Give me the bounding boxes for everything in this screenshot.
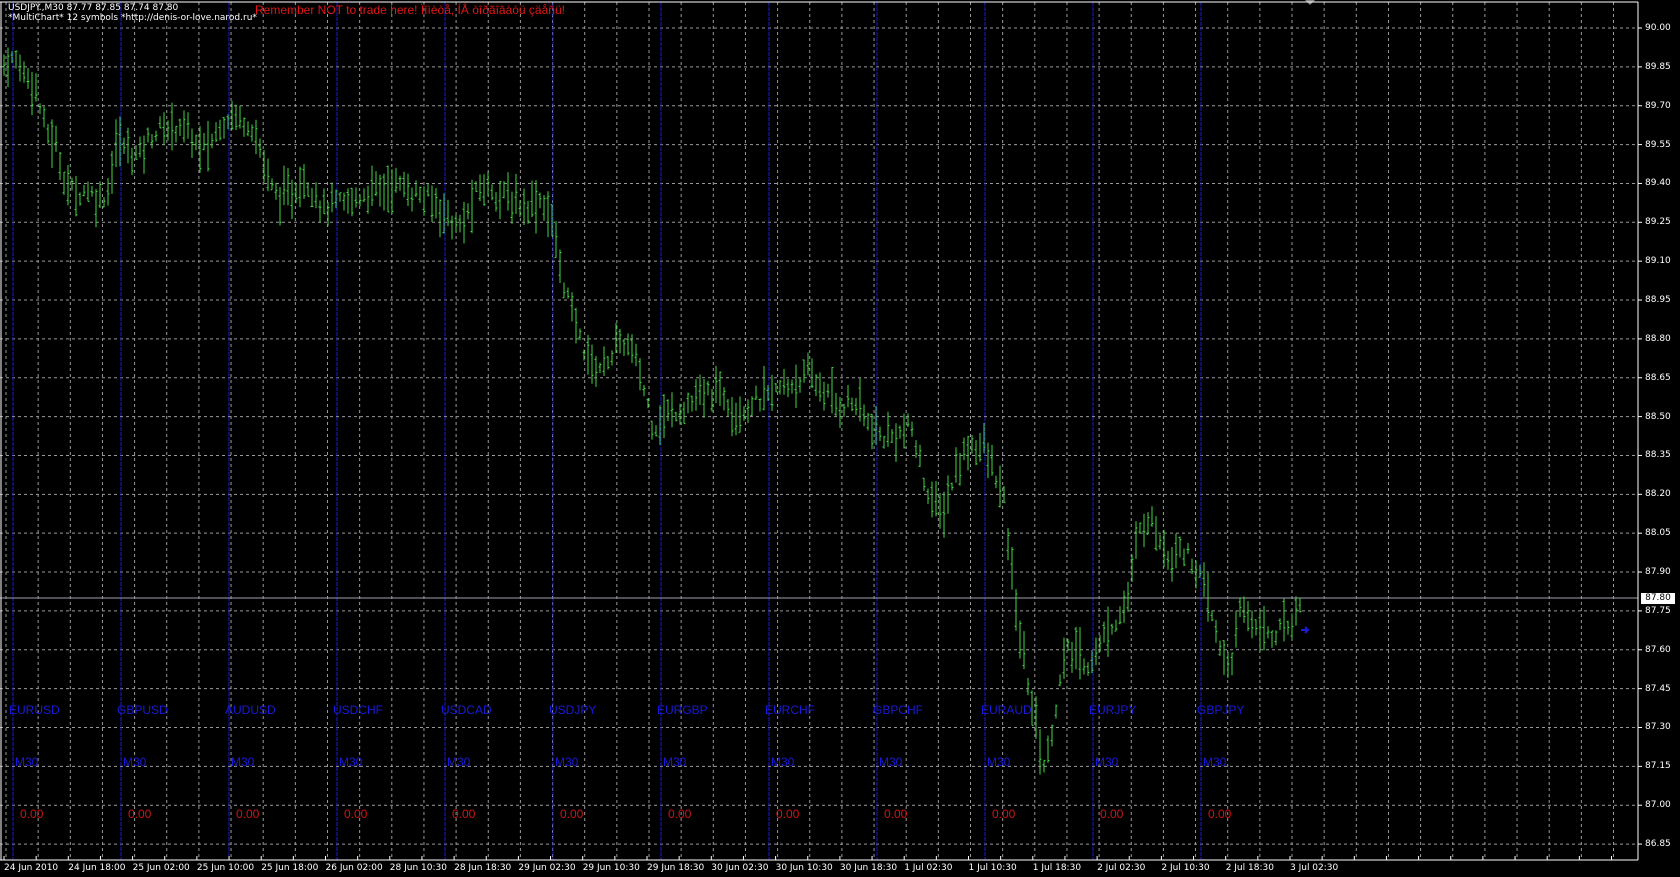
symbol-name[interactable]: USDJPY	[549, 703, 597, 717]
price-tick-label: 89.85	[1645, 61, 1671, 72]
time-tick-label: 28 Jun 10:30	[389, 863, 447, 873]
price-tick-label: 87.00	[1645, 800, 1671, 811]
symbol-name[interactable]: AUDUSD	[225, 703, 276, 717]
time-tick-label: 30 Jun 10:30	[775, 863, 833, 873]
price-tick-label: 89.25	[1645, 217, 1671, 228]
time-tick-label: 1 Jul 18:30	[1032, 863, 1082, 873]
time-tick-label: 25 Jun 18:00	[261, 863, 319, 873]
symbol-value: 0.00	[128, 807, 152, 821]
warning-text: Remember NOT to trade here! Ïîìèòå, ÍÅ ò…	[255, 3, 565, 17]
price-tick-label: 87.90	[1645, 567, 1671, 578]
price-tick-label: 88.65	[1645, 372, 1671, 383]
price-tick-label: 87.60	[1645, 644, 1671, 655]
symbol-timeframe: M30	[1203, 755, 1227, 769]
symbol-timeframe: M30	[447, 755, 471, 769]
symbol-timeframe: M30	[1095, 755, 1119, 769]
symbol-value: 0.00	[20, 807, 44, 821]
symbol-name[interactable]: USDCAD	[441, 703, 492, 717]
symbol-name[interactable]: GBPJPY	[1197, 703, 1245, 717]
symbol-name[interactable]: EURGBP	[657, 703, 708, 717]
price-tick-label: 88.50	[1645, 411, 1671, 422]
symbol-value: 0.00	[560, 807, 584, 821]
time-tick-label: 24 Jun 18:00	[68, 863, 126, 873]
symbol-timeframe: M30	[771, 755, 795, 769]
price-tick-label: 89.55	[1645, 139, 1671, 150]
symbol-value: 0.00	[344, 807, 368, 821]
time-tick-label: 2 Jul 18:30	[1225, 863, 1274, 873]
time-tick-label: 28 Jun 18:30	[454, 863, 512, 873]
symbol-value: 0.00	[1208, 807, 1232, 821]
symbol-name[interactable]: GBPCHF	[873, 703, 924, 717]
time-tick-label: 30 Jun 02:30	[711, 863, 769, 873]
time-tick-label: 1 Jul 10:30	[968, 863, 1017, 873]
price-tick-label: 88.05	[1645, 528, 1671, 539]
symbol-timeframe: M30	[555, 755, 579, 769]
price-tick-label: 88.80	[1645, 333, 1671, 344]
time-tick-label: 1 Jul 02:30	[904, 863, 953, 873]
time-tick-label: 3 Jul 02:30	[1290, 863, 1339, 873]
symbol-value: 0.00	[452, 807, 476, 821]
price-tick-label: 86.85	[1645, 839, 1671, 850]
current-price-label: 87.80	[1641, 593, 1675, 604]
chart-header-indicator: *MultiChart* 12 symbols *http://denis-or…	[8, 13, 257, 23]
symbol-timeframe: M30	[123, 755, 147, 769]
price-tick-label: 89.40	[1645, 178, 1671, 189]
symbol-name[interactable]: GBPUSD	[117, 703, 168, 717]
price-tick-label: 87.15	[1645, 761, 1671, 772]
arrow-marker-icon	[1301, 626, 1310, 634]
symbol-timeframe: M30	[663, 755, 687, 769]
symbol-value: 0.00	[884, 807, 908, 821]
price-tick-label: 87.45	[1645, 683, 1671, 694]
symbol-name[interactable]: USDCHF	[333, 703, 383, 717]
symbol-timeframe: M30	[879, 755, 903, 769]
time-tick-label: 25 Jun 02:00	[132, 863, 190, 873]
symbol-timeframe: M30	[987, 755, 1011, 769]
time-tick-label: 29 Jun 10:30	[582, 863, 640, 873]
symbol-value: 0.00	[776, 807, 800, 821]
price-tick-label: 89.70	[1645, 100, 1671, 111]
symbol-timeframe: M30	[231, 755, 255, 769]
price-tick-label: 87.75	[1645, 605, 1671, 616]
symbol-name[interactable]: EURJPY	[1089, 703, 1137, 717]
price-tick-label: 88.20	[1645, 489, 1671, 500]
symbol-value: 0.00	[1100, 807, 1124, 821]
time-tick-label: 29 Jun 18:30	[647, 863, 705, 873]
symbol-name[interactable]: EURUSD	[9, 703, 60, 717]
price-tick-label: 88.35	[1645, 450, 1671, 461]
time-tick-label: 25 Jun 10:00	[196, 863, 255, 873]
time-tick-label: 2 Jul 02:30	[1097, 863, 1146, 873]
symbol-timeframe: M30	[15, 755, 39, 769]
time-tick-label: 24 Jun 2010	[4, 863, 59, 873]
symbol-timeframe: M30	[339, 755, 363, 769]
time-tick-label: 30 Jun 18:30	[839, 863, 898, 873]
price-tick-label: 88.95	[1645, 295, 1671, 306]
symbol-name[interactable]: EURCHF	[765, 703, 815, 717]
time-tick-label: 26 Jun 02:00	[325, 863, 383, 873]
symbol-value: 0.00	[668, 807, 692, 821]
symbol-name[interactable]: EURAUD	[981, 703, 1032, 717]
symbol-value: 0.00	[992, 807, 1016, 821]
symbol-value: 0.00	[236, 807, 260, 821]
price-tick-label: 87.30	[1645, 722, 1671, 733]
price-tick-label: 90.00	[1645, 23, 1671, 33]
chart-header-symbol: USDJPY.,M30 87.77 87.85 87.74 87.80	[8, 3, 179, 13]
price-tick-label: 89.10	[1645, 256, 1671, 267]
time-tick-label: 29 Jun 02:30	[518, 863, 576, 873]
time-tick-label: 2 Jul 10:30	[1161, 863, 1210, 873]
